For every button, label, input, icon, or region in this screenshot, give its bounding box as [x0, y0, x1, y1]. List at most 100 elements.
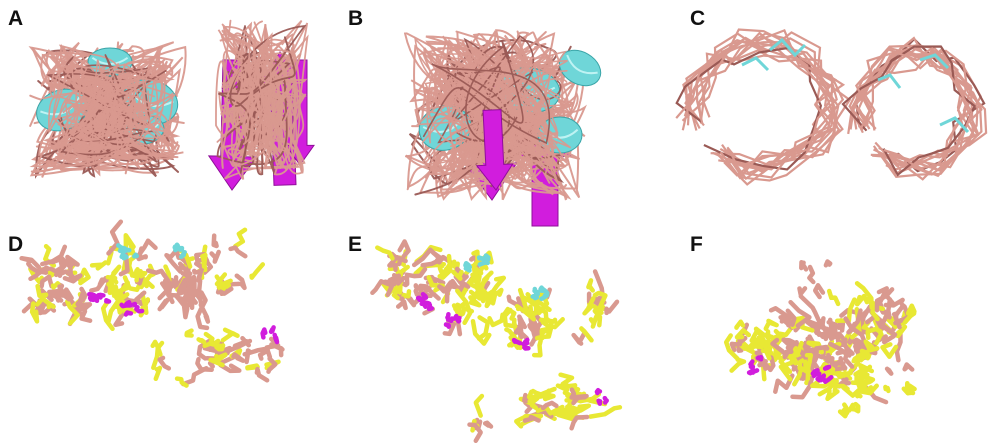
backbone-trace [847, 48, 976, 178]
sidechain-stick [527, 394, 539, 411]
sidechain-stick [569, 414, 590, 431]
sidechain-stick [876, 286, 897, 307]
sidechain-stick [160, 278, 171, 295]
sidechain-stick [513, 321, 530, 341]
sidechain-stick [477, 270, 494, 297]
panel-c-backbone-right [841, 36, 988, 181]
sidechain-stick [586, 278, 595, 293]
sidechain-stick [392, 289, 405, 300]
sidechain-stick [531, 338, 543, 358]
sidechain-stick [569, 387, 589, 400]
sidechain-stick [375, 245, 395, 261]
sidechain-stick [157, 297, 171, 312]
sidechain-stick [902, 362, 915, 372]
backbone-trace [695, 32, 846, 179]
sidechain-stick [111, 284, 121, 301]
sidechain-stick [411, 247, 443, 268]
sidechain-stick [763, 329, 775, 341]
sidechain-stick [121, 247, 130, 254]
sidechain-stick [762, 355, 776, 373]
sidechain-stick [387, 273, 406, 286]
sidechain-stick [905, 383, 917, 396]
sidechain-stick [883, 384, 891, 394]
sidechain-stick [525, 292, 552, 313]
sidechain-stick [588, 313, 599, 329]
sidechain-stick [858, 364, 876, 384]
sidechain-stick [852, 401, 861, 414]
coil-strand [220, 36, 295, 169]
sidechain-stick [218, 362, 242, 374]
sidechain-stick [214, 272, 228, 289]
sidechain-stick [836, 372, 853, 381]
sidechain-stick [426, 275, 446, 286]
coil-strand [455, 58, 568, 161]
sidechain-stick [220, 327, 240, 343]
sidechain-stick [443, 322, 452, 329]
sidechain-stick [106, 299, 120, 324]
sidechain-stick [54, 284, 68, 298]
sidechain-stick [764, 344, 773, 361]
sidechain-stick [804, 352, 814, 382]
sidechain-stick [208, 357, 225, 368]
sidechain-stick [863, 339, 880, 353]
sidechain-stick [395, 296, 408, 311]
coil-strand [222, 19, 275, 133]
sidechain-stick [781, 337, 800, 350]
coil-strand [232, 70, 274, 167]
sidechain-stick [106, 219, 124, 256]
sidechain-stick [187, 289, 200, 306]
sidechain-stick [473, 393, 485, 418]
sidechain-stick [96, 292, 106, 300]
sidechain-stick [553, 407, 573, 416]
sidechain-stick [35, 283, 49, 307]
sidechain-stick [865, 326, 883, 340]
sidechain-stick [797, 286, 808, 297]
sidechain-stick [87, 294, 95, 302]
sidechain-stick [579, 326, 594, 343]
sidechain-stick [537, 306, 554, 326]
sidechain-stick [164, 252, 183, 274]
sidechain-stick [260, 327, 268, 340]
sidechain-stick [482, 420, 494, 429]
sidechain-stick [810, 377, 837, 389]
sidechain-stick [832, 383, 850, 394]
sidechain-stick [596, 398, 603, 406]
sidechain-stick [89, 260, 108, 271]
sidechain-stick [195, 356, 214, 372]
backbone-trace [854, 47, 973, 178]
sidechain-stick [812, 283, 826, 300]
sidechain-stick [153, 365, 163, 382]
sidechain-stick [869, 326, 888, 344]
sidechain-stick [134, 270, 148, 283]
sidechain-stick [476, 315, 491, 341]
sidechain-stick [854, 389, 863, 399]
sidechain-stick [476, 255, 486, 262]
sidechain-stick [209, 249, 221, 264]
sidechain-stick [200, 252, 208, 269]
sidechain-stick [880, 342, 899, 359]
sidechain-stick [184, 328, 194, 338]
sidechain-stick [763, 318, 779, 331]
panel-b-ensemble [404, 29, 602, 227]
sidechain-stick [228, 245, 248, 259]
sidechain-stick [539, 293, 550, 302]
sidechain-stick [50, 256, 74, 279]
sidechain-stick [582, 296, 596, 316]
sidechain-stick [540, 400, 559, 411]
sidechain-stick [827, 359, 848, 373]
sidechain-stick [244, 348, 252, 365]
sidechain-stick [757, 359, 768, 371]
sidechain-stick [65, 254, 80, 269]
backbone-trace [685, 28, 838, 166]
sidechain-stick [514, 303, 537, 322]
panel-e-sidechains [370, 239, 623, 444]
sidechain-stick [860, 379, 872, 393]
sidechain-stick [104, 297, 112, 304]
helix-trace [769, 37, 807, 58]
sidechain-stick [437, 266, 453, 280]
sidechain-stick [533, 289, 541, 297]
sidechain-stick [131, 301, 138, 308]
sidechain-stick [444, 283, 463, 304]
sidechain-stick [391, 284, 403, 301]
